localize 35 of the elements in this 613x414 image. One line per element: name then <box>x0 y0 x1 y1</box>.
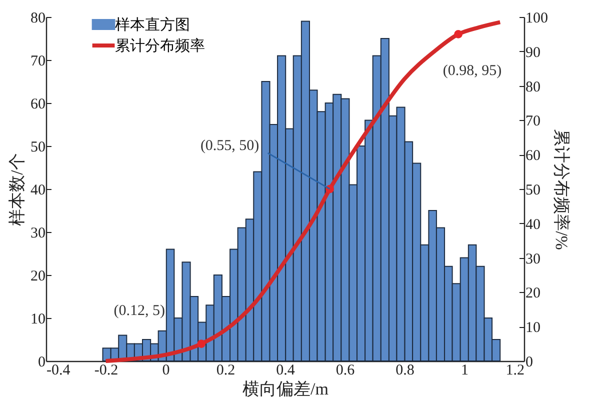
x-tick-label: 1 <box>461 362 468 378</box>
y2-tick-label: 80 <box>526 79 540 96</box>
y2-tick-label: 70 <box>526 114 540 130</box>
y2-axis-title: 累计分布频率/% <box>552 129 571 250</box>
y-tick-label: 10 <box>30 312 46 328</box>
x-tick-label: 0.2 <box>216 362 236 378</box>
y-tick-label: 60 <box>30 96 46 112</box>
y2-tick-label: 50 <box>526 182 540 198</box>
y2-tick-label: 10 <box>526 320 540 336</box>
y-tick-label: 40 <box>30 182 46 198</box>
y2-tick-label: 90 <box>526 44 540 61</box>
x-tick-label: 0.6 <box>336 362 356 378</box>
y2-tick-label: 100 <box>526 10 548 26</box>
y-tick-label: 80 <box>30 10 46 26</box>
x-axis-title: 横向偏差/m <box>242 380 328 398</box>
y2-tick-label: 20 <box>526 286 540 302</box>
y2-tick-label: 60 <box>526 148 540 164</box>
y-tick-label: 30 <box>30 226 46 242</box>
x-tick-label: 0.8 <box>396 362 414 378</box>
x-tick-label: -0.2 <box>94 362 118 378</box>
x-tick-label: 0.4 <box>276 362 296 378</box>
legend-label: 累计分布频率 <box>115 38 205 54</box>
y-tick-label: 50 <box>30 140 46 156</box>
x-tick-label: -0.4 <box>46 362 71 378</box>
y-tick-label: 70 <box>30 54 46 70</box>
y2-tick-label: 40 <box>526 216 540 233</box>
y2-tick-label: 30 <box>526 251 540 268</box>
x-tick-label: 0 <box>162 362 170 378</box>
annotation: (0.98, 95) <box>442 63 502 80</box>
y-axis-title: 样本数/个 <box>8 153 26 226</box>
legend-label: 样本直方图 <box>115 16 190 34</box>
y-tick-label: 20 <box>30 268 46 284</box>
annotation: (0.12, 5) <box>114 302 165 319</box>
x-tick-label: 1.2 <box>506 362 524 378</box>
annotation: (0.55, 50) <box>200 138 260 154</box>
